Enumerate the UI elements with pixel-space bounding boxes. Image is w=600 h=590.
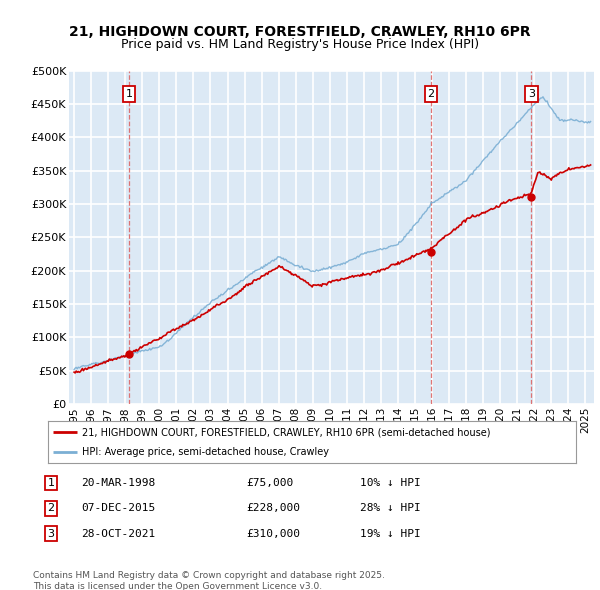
- Text: £310,000: £310,000: [246, 529, 300, 539]
- Text: Price paid vs. HM Land Registry's House Price Index (HPI): Price paid vs. HM Land Registry's House …: [121, 38, 479, 51]
- Text: 3: 3: [47, 529, 55, 539]
- Text: 28% ↓ HPI: 28% ↓ HPI: [360, 503, 421, 513]
- Text: 2: 2: [427, 89, 434, 99]
- Text: 28-OCT-2021: 28-OCT-2021: [81, 529, 155, 539]
- Text: 1: 1: [47, 478, 55, 488]
- Text: HPI: Average price, semi-detached house, Crawley: HPI: Average price, semi-detached house,…: [82, 447, 329, 457]
- Text: 2: 2: [47, 503, 55, 513]
- Text: £75,000: £75,000: [246, 478, 293, 488]
- Text: Contains HM Land Registry data © Crown copyright and database right 2025.
This d: Contains HM Land Registry data © Crown c…: [33, 571, 385, 590]
- Text: 20-MAR-1998: 20-MAR-1998: [81, 478, 155, 488]
- Text: 3: 3: [528, 89, 535, 99]
- Text: 1: 1: [125, 89, 133, 99]
- Text: 21, HIGHDOWN COURT, FORESTFIELD, CRAWLEY, RH10 6PR: 21, HIGHDOWN COURT, FORESTFIELD, CRAWLEY…: [69, 25, 531, 40]
- Text: 21, HIGHDOWN COURT, FORESTFIELD, CRAWLEY, RH10 6PR (semi-detached house): 21, HIGHDOWN COURT, FORESTFIELD, CRAWLEY…: [82, 427, 491, 437]
- Text: 10% ↓ HPI: 10% ↓ HPI: [360, 478, 421, 488]
- Text: 19% ↓ HPI: 19% ↓ HPI: [360, 529, 421, 539]
- Text: 07-DEC-2015: 07-DEC-2015: [81, 503, 155, 513]
- Text: £228,000: £228,000: [246, 503, 300, 513]
